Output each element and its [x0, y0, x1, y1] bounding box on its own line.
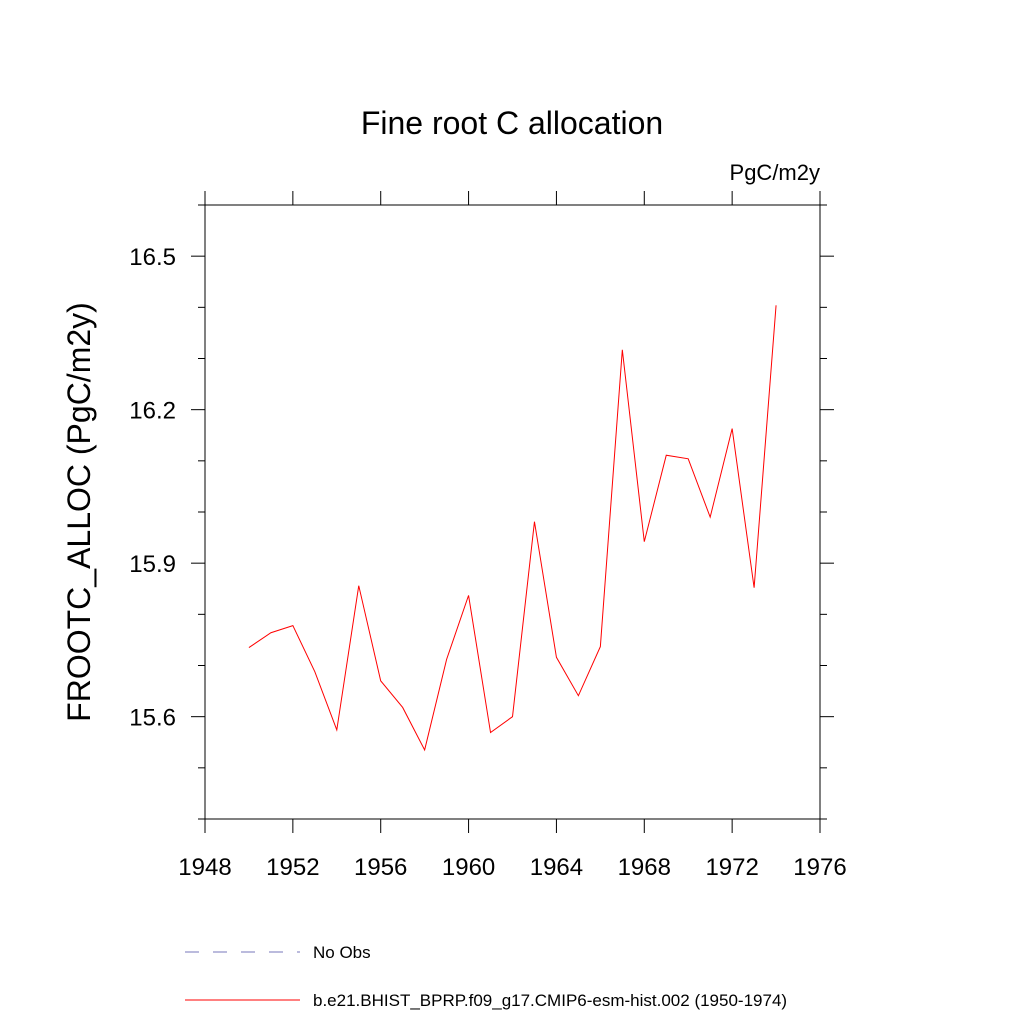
data-point [467, 594, 469, 596]
data-point [336, 729, 338, 731]
x-tick-label: 1956 [354, 854, 407, 881]
y-axis-label: FROOTC_ALLOC (PgC/m2y) [61, 302, 97, 722]
x-tick-label: 1976 [793, 854, 846, 881]
x-tick-label: 1968 [618, 854, 671, 881]
x-tick-label: 1960 [442, 854, 495, 881]
y-tick-label: 16.2 [129, 398, 176, 425]
data-point [577, 694, 579, 696]
data-point [709, 516, 711, 518]
data-point [445, 658, 447, 660]
data-point [292, 624, 294, 626]
data-point [401, 706, 403, 708]
data-point [511, 715, 513, 717]
data-point [489, 731, 491, 733]
x-tick-label: 1948 [178, 854, 231, 881]
x-tick-label: 1952 [266, 854, 319, 881]
data-point [555, 656, 557, 658]
data-point [753, 587, 755, 589]
chart-title: Fine root C allocation [361, 105, 663, 141]
data-point [270, 632, 272, 634]
data-point [687, 458, 689, 460]
legend-label: b.e21.BHIST_BPRP.f09_g17.CMIP6-esm-hist.… [313, 991, 787, 1010]
y-tick-label: 16.5 [129, 244, 176, 271]
data-point [533, 521, 535, 523]
tick-labels: 1948 1952 1956 1960 1964 1968 1972 1976 15.6 15.9… [129, 244, 846, 881]
y-tick-label: 15.6 [129, 705, 176, 732]
tick-marks [191, 191, 834, 833]
y-tick-label: 15.9 [129, 551, 176, 578]
data-point [599, 645, 601, 647]
data-point [621, 349, 623, 351]
data-point [314, 670, 316, 672]
x-tick-label: 1964 [530, 854, 583, 881]
plot-frame [204, 204, 821, 820]
data-point [380, 680, 382, 682]
series-layer [248, 304, 777, 752]
data-point [423, 749, 425, 751]
data-point [358, 584, 360, 586]
legend: No Obs b.e21.BHIST_BPRP.f09_g17.CMIP6-esm… [185, 943, 787, 1010]
data-point [665, 454, 667, 456]
series-line [248, 305, 777, 752]
data-point [775, 304, 777, 306]
data-point [643, 540, 645, 542]
data-point [731, 427, 733, 429]
x-tick-label: 1972 [705, 854, 758, 881]
data-point [248, 646, 250, 648]
legend-label: No Obs [313, 943, 371, 962]
units-label: PgC/m2y [730, 160, 820, 185]
